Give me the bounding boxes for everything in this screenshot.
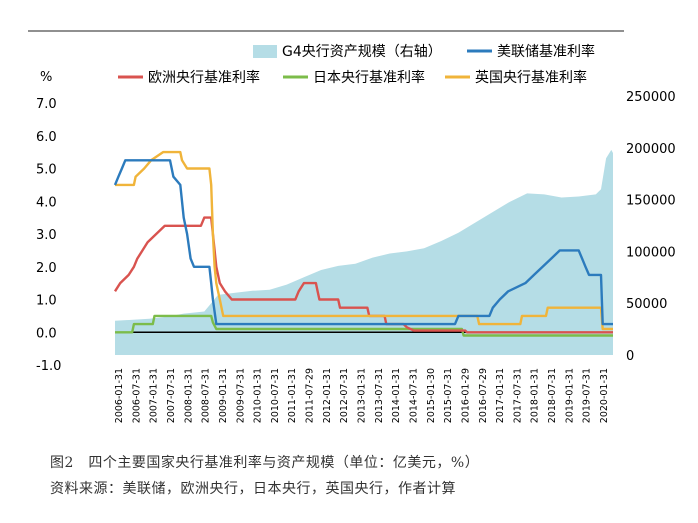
x-tick-label: 2013-01-31	[357, 368, 368, 423]
x-tick-label: 2012-01-31	[322, 368, 333, 423]
series-line-fed	[113, 159, 613, 326]
x-tick-label: 2015-01-30	[426, 368, 437, 423]
x-tick-label: 2018-01-31	[530, 368, 541, 423]
right-tick-label: 150000	[626, 194, 676, 209]
x-tick-label: 2011-07-29	[305, 368, 316, 423]
right-tick-label: 250000	[626, 90, 676, 105]
right-tick-label: 50000	[626, 297, 667, 312]
left-tick-label: 5.0	[36, 163, 57, 178]
x-tick-label: 2017-01-31	[495, 368, 506, 423]
left-axis-ticks: 7.0 6.0 5.0 4.0 3.0 2.0 1.0 0.0 -1.0	[36, 97, 61, 374]
x-tick-label: 2008-07-31	[201, 368, 212, 423]
x-tick-label: 2018-07-31	[547, 368, 558, 423]
series-area-g4	[115, 149, 613, 355]
x-tick-label: 2020-01-31	[599, 368, 610, 423]
x-tick-label: 2016-07-29	[478, 368, 489, 423]
x-tick-label: 2009-07-31	[235, 368, 246, 423]
x-tick-label: 2006-07-31	[131, 368, 142, 423]
x-tick-label: 2009-01-31	[218, 368, 229, 423]
left-tick-label: 4.0	[36, 195, 57, 210]
figure-source: 资料来源：美联储，欧洲央行，日本央行，英国央行，作者计算	[50, 481, 456, 497]
x-tick-label: 2017-07-31	[512, 368, 523, 423]
rate-and-asset-chart: G4央行资产规模（右轴） 美联储基准利率 欧洲央行基准利率 日本央行基准利率 英…	[28, 30, 676, 423]
x-tick-label: 2019-07-31	[582, 368, 593, 423]
x-tick-label: 2016-01-29	[460, 368, 471, 423]
legend-label-g4: G4央行资产规模（右轴）	[282, 44, 442, 60]
x-tick-label: 2006-01-31	[114, 368, 125, 423]
x-tick-label: 2014-01-31	[391, 368, 402, 423]
right-axis-ticks: 250000 200000 150000 100000 50000 0	[626, 90, 676, 364]
x-tick-label: 2007-01-31	[149, 368, 160, 423]
left-tick-label: -1.0	[36, 359, 61, 374]
right-tick-label: 0	[626, 349, 634, 364]
x-tick-label: 2011-01-31	[287, 368, 298, 423]
g4-asset-area-layer	[115, 149, 613, 355]
legend-label-ecb: 欧洲央行基准利率	[148, 69, 260, 86]
rate-lines-layer	[113, 150, 613, 337]
left-tick-label: 7.0	[36, 97, 57, 112]
left-axis-unit: %	[40, 70, 52, 85]
right-tick-label: 200000	[626, 142, 676, 157]
left-tick-label: 2.0	[36, 261, 57, 276]
x-tick-label: 2015-07-31	[443, 368, 454, 423]
legend: G4央行资产规模（右轴） 美联储基准利率 欧洲央行基准利率 日本央行基准利率 英…	[118, 43, 595, 86]
left-tick-label: 1.0	[36, 294, 57, 309]
x-tick-label: 2010-01-31	[253, 368, 264, 423]
x-tick-label: 2007-07-31	[166, 368, 177, 423]
legend-label-boj: 日本央行基准利率	[313, 69, 425, 86]
figure-title: 图2 四个主要国家央行基准利率与资产规模（单位：亿美元，%）	[50, 455, 480, 471]
legend-label-boe: 英国央行基准利率	[475, 69, 587, 86]
x-tick-label: 2012-07-31	[339, 368, 350, 423]
x-tick-label: 2013-07-31	[374, 368, 385, 423]
left-tick-label: 0.0	[36, 326, 57, 341]
left-tick-label: 6.0	[36, 130, 57, 145]
x-axis-ticks: 2006-01-31 2006-07-31 2007-01-31 2007-07-31…	[114, 368, 610, 423]
x-tick-label: 2008-01-31	[183, 368, 194, 423]
legend-swatch-g4	[253, 45, 277, 58]
legend-label-fed: 美联储基准利率	[497, 43, 595, 60]
x-tick-label: 2010-07-31	[270, 368, 281, 423]
x-tick-label: 2014-07-31	[409, 368, 420, 423]
right-tick-label: 100000	[626, 245, 676, 260]
left-tick-label: 3.0	[36, 228, 57, 243]
x-tick-label: 2019-01-31	[564, 368, 575, 423]
